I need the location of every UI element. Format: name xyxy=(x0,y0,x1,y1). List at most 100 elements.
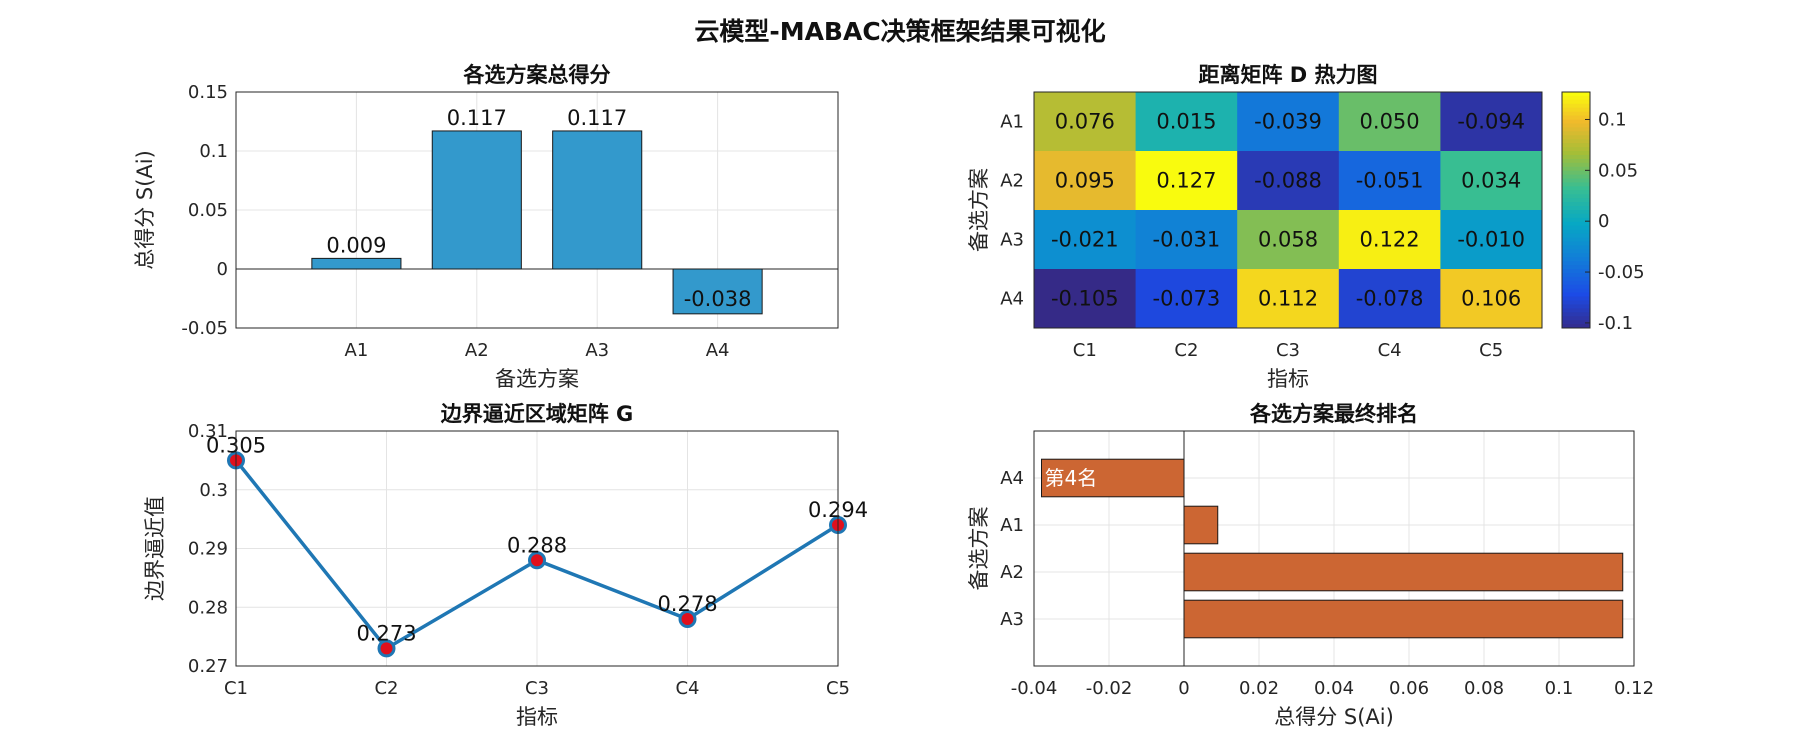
colorbar-segment xyxy=(1562,99,1590,105)
colorbar-segment xyxy=(1562,210,1590,215)
distance-xtick-label: C2 xyxy=(1174,340,1198,361)
ranking-xtick-label: 0.08 xyxy=(1464,678,1504,699)
colorbar-segment xyxy=(1562,154,1590,160)
ranking-ytick-label: A4 xyxy=(1000,468,1024,489)
colorbar-segment xyxy=(1562,131,1590,136)
distance-ytick-label: A4 xyxy=(1000,289,1024,310)
scores-xtick-label: A4 xyxy=(706,340,730,361)
distance-ytick-label: A1 xyxy=(1000,112,1024,133)
distance-cell-label: 0.050 xyxy=(1360,110,1420,134)
distance-xtick-label: C4 xyxy=(1378,340,1402,361)
scores-ytick-label: -0.05 xyxy=(181,318,228,339)
colorbar-segment xyxy=(1562,292,1590,298)
colorbar-segment xyxy=(1562,166,1590,172)
colorbar-segment xyxy=(1562,198,1590,203)
border-xtick-label: C5 xyxy=(826,678,850,699)
border-data-label: 0.273 xyxy=(356,621,416,645)
border-ytick-label: 0.31 xyxy=(188,421,228,442)
ranking-ytick-label: A2 xyxy=(1000,562,1024,583)
ranking-xtick-label: -0.02 xyxy=(1086,678,1133,699)
scores-ytick-label: 0 xyxy=(217,259,228,280)
colorbar-segment xyxy=(1562,143,1590,148)
distance-cell xyxy=(1440,92,1543,152)
distance-xtick-label: C3 xyxy=(1276,340,1300,361)
distance-cell-label: 0.058 xyxy=(1258,228,1318,252)
border-data-label: 0.278 xyxy=(657,592,717,616)
colorbar-segment xyxy=(1562,245,1590,250)
colorbar-segment xyxy=(1562,316,1590,321)
colorbar-segment xyxy=(1562,186,1590,191)
colorbar-segment xyxy=(1562,253,1590,258)
colorbar-segment xyxy=(1562,92,1590,97)
colorbar-segment xyxy=(1562,107,1590,113)
ranking-xtick-label: -0.04 xyxy=(1011,678,1058,699)
colorbar-segment xyxy=(1562,139,1590,144)
border-xtick-label: C1 xyxy=(224,678,248,699)
distance-cell-label: -0.021 xyxy=(1051,228,1119,252)
ranking-bar xyxy=(1183,599,1624,639)
distance-cell-label: -0.088 xyxy=(1254,169,1322,193)
ranking-xtick-label: 0.04 xyxy=(1314,678,1354,699)
scores-data-label: -0.038 xyxy=(684,287,752,311)
scores-bar xyxy=(672,268,763,315)
distance-cell-label: -0.094 xyxy=(1457,110,1525,134)
figure-title: 云模型-MABAC决策框架结果可视化 xyxy=(694,17,1106,46)
distance-cell xyxy=(1338,269,1441,329)
distance-cell-label: 0.127 xyxy=(1156,169,1216,193)
ranking-xtick-label: 0.12 xyxy=(1614,678,1654,699)
scores-ytick-label: 0.15 xyxy=(188,82,228,103)
scores-data-label: 0.009 xyxy=(326,233,386,257)
distance-cell xyxy=(1338,210,1441,270)
colorbar-segment xyxy=(1562,178,1590,183)
colorbar-segment xyxy=(1562,265,1590,270)
ranking-xtick-label: 0 xyxy=(1178,678,1189,699)
colorbar-segment xyxy=(1562,217,1590,223)
colorbar-segment xyxy=(1562,280,1590,286)
colorbar-segment xyxy=(1562,111,1590,117)
scores-xtick-label: A2 xyxy=(465,340,489,361)
colorbar-segment xyxy=(1562,249,1590,254)
colorbar-segment xyxy=(1562,213,1590,219)
distance-cell-label: -0.031 xyxy=(1153,228,1221,252)
ranking-ylabel: 备选方案 xyxy=(967,507,991,591)
distance-xlabel: 指标 xyxy=(1267,367,1309,391)
distance-ytick-label: A3 xyxy=(1000,230,1024,251)
distance-cell-label: 0.076 xyxy=(1055,110,1115,134)
colorbar-segment xyxy=(1562,304,1590,309)
border-ylabel: 边界逼近值 xyxy=(143,496,167,601)
distance-cell xyxy=(1440,269,1543,329)
colorbar-segment xyxy=(1562,151,1590,156)
colorbar-segment xyxy=(1562,95,1590,101)
border-title: 边界逼近区域矩阵 G xyxy=(441,402,634,426)
scores-xtick-label: A3 xyxy=(585,340,609,361)
distance-cell xyxy=(1034,210,1137,270)
border-ytick-label: 0.28 xyxy=(188,597,228,618)
colorbar-segment xyxy=(1562,324,1590,329)
border-ytick-label: 0.3 xyxy=(199,480,228,501)
distance-cell-label: 0.034 xyxy=(1461,169,1521,193)
scores-xtick-label: A1 xyxy=(345,340,369,361)
colorbar-segment xyxy=(1562,241,1590,246)
ranking-bar xyxy=(1183,505,1219,545)
colorbar-segment xyxy=(1562,221,1590,227)
distance-cell xyxy=(1237,210,1340,270)
border-xtick-label: C4 xyxy=(675,678,699,699)
distance-cell-label: -0.073 xyxy=(1153,287,1221,311)
distance-cell-label: -0.078 xyxy=(1356,287,1424,311)
colorbar-segment xyxy=(1562,158,1590,164)
distance-xtick-label: C5 xyxy=(1479,340,1503,361)
distance-cell xyxy=(1237,151,1340,211)
border-xtick-label: C2 xyxy=(374,678,398,699)
distance-ylabel: 备选方案 xyxy=(967,168,991,252)
distance-cell xyxy=(1338,92,1441,152)
colorbar-segment xyxy=(1562,272,1590,278)
scores-data-label: 0.117 xyxy=(567,106,627,130)
colorbar-segment xyxy=(1562,225,1590,231)
scores-ylabel: 总得分 S(Ai) xyxy=(133,150,157,270)
colorbar-tick-label: 0.05 xyxy=(1598,160,1638,181)
colorbar-segment xyxy=(1562,170,1590,176)
distance-cell xyxy=(1237,92,1340,152)
colorbar-segment xyxy=(1562,147,1590,152)
border-marker xyxy=(678,610,697,628)
colorbar-segment xyxy=(1562,115,1590,121)
